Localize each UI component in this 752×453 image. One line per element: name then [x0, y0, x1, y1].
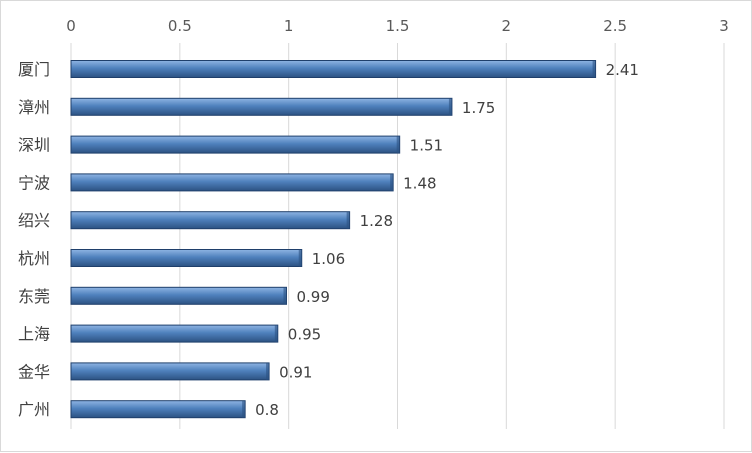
category-label: 宁波 [18, 173, 50, 192]
x-axis-ticks: 0 0.5 1 1.5 2 2.5 3 [66, 17, 729, 35]
category-label: 金华 [18, 362, 50, 381]
bar [70, 211, 351, 230]
bar [70, 324, 279, 343]
bar-end-cap [592, 60, 596, 78]
data-label: 1.51 [410, 137, 443, 155]
data-label: 2.41 [606, 61, 639, 79]
x-tick-label: 0.5 [168, 17, 192, 35]
data-labels: 2.41 1.75 1.51 1.48 1.28 1.06 0.99 0.95 0.91 0.8 [255, 61, 639, 419]
category-label: 绍兴 [18, 211, 50, 230]
bar-end-cap [396, 136, 400, 154]
x-tick-label: 1.5 [386, 17, 410, 35]
data-label: 0.99 [296, 288, 329, 306]
bar [70, 60, 597, 78]
data-label: 1.28 [360, 212, 393, 230]
x-tick-label: 1 [284, 17, 294, 35]
category-label: 广州 [18, 400, 50, 419]
bar-end-cap [448, 98, 452, 116]
bar [70, 173, 394, 192]
bar-end-cap [266, 362, 270, 380]
bar-end-cap [298, 249, 302, 267]
bar-end-cap [283, 287, 287, 305]
category-label: 杭州 [18, 249, 50, 268]
bar [70, 135, 401, 154]
category-label: 东莞 [18, 287, 50, 306]
bar-end-cap [274, 325, 278, 343]
data-label: 0.8 [255, 401, 279, 419]
data-label: 1.48 [403, 174, 436, 192]
bar-end-cap [390, 173, 394, 191]
bar-end-cap [242, 400, 246, 418]
bar [70, 286, 287, 305]
category-label: 漳州 [18, 98, 50, 117]
x-tick-label: 2 [502, 17, 512, 35]
bar [70, 249, 303, 267]
bar [70, 362, 270, 381]
bar [70, 97, 453, 116]
category-label: 深圳 [18, 136, 50, 155]
x-tick-label: 3 [719, 17, 729, 35]
x-tick-label: 2.5 [603, 17, 627, 35]
category-label: 上海 [18, 325, 50, 344]
x-tick-label: 0 [66, 17, 76, 35]
data-label: 0.91 [279, 363, 312, 381]
bar-end-cap [346, 211, 350, 229]
data-label: 1.75 [462, 99, 495, 117]
bars [70, 60, 597, 419]
category-label: 厦门 [18, 60, 50, 79]
data-label: 1.06 [312, 250, 345, 268]
bar [70, 400, 246, 419]
data-label: 0.95 [288, 326, 321, 344]
